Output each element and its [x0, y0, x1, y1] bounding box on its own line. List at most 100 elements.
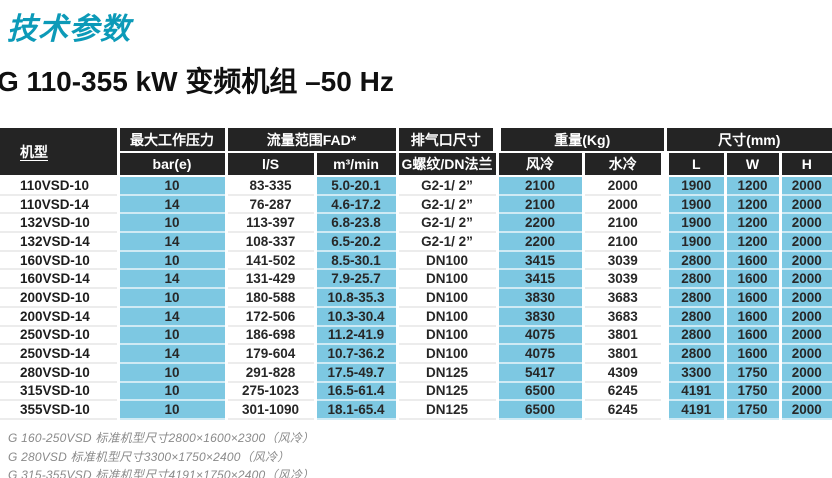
- table-row: 355VSD-10 10 301-1090 18.1-65.4 DN125 6500 624…: [0, 400, 832, 420]
- model-cell: 160VSD-14: [0, 269, 120, 290]
- subheader-ls: l/S: [226, 152, 317, 177]
- value-cell: 180-588: [226, 288, 317, 308]
- value-cell: 1600: [725, 269, 782, 290]
- value-cell: 3830: [497, 288, 585, 308]
- value-cell: DN100: [397, 288, 499, 308]
- value-cell: 1600: [725, 288, 782, 308]
- header-dimensions: 尺寸(mm): [665, 128, 832, 153]
- value-cell: 10: [118, 325, 228, 346]
- value-cell: 2000: [780, 325, 832, 346]
- value-cell: 1200: [725, 194, 782, 215]
- value-cell: 3300: [665, 362, 727, 383]
- value-cell: 131-429: [226, 269, 317, 290]
- value-cell: 2800: [665, 288, 727, 308]
- model-cell: 200VSD-10: [0, 288, 120, 308]
- value-cell: 2000: [780, 176, 832, 196]
- value-cell: 83-335: [226, 176, 317, 196]
- value-cell: 3683: [583, 306, 670, 327]
- value-cell: 2000: [780, 306, 832, 327]
- value-cell: 6245: [583, 400, 670, 420]
- table-row: 160VSD-14 14 131-429 7.9-25.7 DN100 3415 3039 2…: [0, 269, 832, 290]
- model-cell: 132VSD-10: [0, 213, 120, 234]
- model-cell: 315VSD-10: [0, 381, 120, 402]
- value-cell: G2-1/ 2”: [397, 176, 499, 196]
- value-cell: 179-604: [226, 344, 317, 364]
- value-cell: 1200: [725, 213, 782, 234]
- value-cell: 2800: [665, 250, 727, 271]
- footnotes: G 160-250VSD 标准机型尺寸2800×1600×2300（风冷） G …: [8, 429, 314, 478]
- subheader-h: H: [780, 152, 832, 177]
- value-cell: 2100: [583, 232, 670, 252]
- value-cell: DN100: [397, 344, 499, 364]
- value-cell: 3801: [583, 344, 670, 364]
- header-flow-range: 流量范围FAD*: [226, 128, 399, 153]
- value-cell: 1750: [725, 362, 782, 383]
- value-cell: 2100: [497, 176, 585, 196]
- subheader-thread-flange: G螺纹/DN法兰: [397, 152, 499, 177]
- value-cell: 6.5-20.2: [315, 232, 399, 252]
- value-cell: 6245: [583, 381, 670, 402]
- value-cell: 14: [118, 306, 228, 327]
- header-max-pressure: 最大工作压力: [118, 128, 228, 153]
- table-row: 132VSD-14 14 108-337 6.5-20.2 G2-1/ 2” 2200 21…: [0, 232, 832, 252]
- value-cell: 1600: [725, 250, 782, 271]
- value-cell: 10: [118, 250, 228, 271]
- value-cell: 1750: [725, 381, 782, 402]
- subheader-water-cooled: 水冷: [583, 152, 670, 177]
- value-cell: 76-287: [226, 194, 317, 215]
- value-cell: 2000: [780, 250, 832, 271]
- value-cell: 14: [118, 194, 228, 215]
- value-cell: 10.8-35.3: [315, 288, 399, 308]
- value-cell: 3801: [583, 325, 670, 346]
- value-cell: 4075: [497, 325, 585, 346]
- header-outlet-size: 排气口尺寸: [397, 128, 502, 153]
- value-cell: 1750: [725, 400, 782, 420]
- value-cell: 10: [118, 176, 228, 196]
- value-cell: 8.5-30.1: [315, 250, 399, 271]
- header-sub-row: bar(e) l/S m³/min G螺纹/DN法兰 风冷 水冷 L W H: [0, 152, 832, 177]
- value-cell: 1900: [665, 213, 727, 234]
- value-cell: 6500: [497, 381, 585, 402]
- value-cell: 3830: [497, 306, 585, 327]
- model-cell: 110VSD-14: [0, 194, 120, 215]
- model-cell: 250VSD-14: [0, 344, 120, 364]
- value-cell: 301-1090: [226, 400, 317, 420]
- model-cell: 200VSD-14: [0, 306, 120, 327]
- footnote-line: G 315-355VSD 标准机型尺寸4191×1750×2400（风冷）: [8, 468, 315, 478]
- value-cell: G2-1/ 2”: [397, 213, 499, 234]
- value-cell: 10: [118, 213, 228, 234]
- value-cell: DN100: [397, 325, 499, 346]
- value-cell: 2000: [780, 269, 832, 290]
- value-cell: 2000: [780, 344, 832, 364]
- subheader-m3min: m³/min: [315, 152, 399, 177]
- value-cell: 6.8-23.8: [315, 213, 399, 234]
- table-row: 250VSD-14 14 179-604 10.7-36.2 DN100 4075 3801…: [0, 344, 832, 364]
- value-cell: 2000: [583, 194, 670, 215]
- value-cell: 2800: [665, 325, 727, 346]
- value-cell: 1600: [725, 325, 782, 346]
- value-cell: 10: [118, 362, 228, 383]
- value-cell: 3039: [583, 269, 670, 290]
- table-row: 280VSD-10 10 291-828 17.5-49.7 DN125 5417 4309…: [0, 362, 832, 383]
- value-cell: 4075: [497, 344, 585, 364]
- model-cell: 110VSD-10: [0, 176, 120, 196]
- value-cell: 1900: [665, 194, 727, 215]
- value-cell: 2000: [780, 400, 832, 420]
- table-row: 200VSD-10 10 180-588 10.8-35.3 DN100 3830 3683…: [0, 288, 832, 308]
- value-cell: 2000: [780, 194, 832, 215]
- value-cell: DN125: [397, 400, 499, 420]
- value-cell: 4309: [583, 362, 670, 383]
- page-subtitle: G 110-355 kW 变频机组 –50 Hz: [0, 66, 394, 97]
- value-cell: 4191: [665, 400, 727, 420]
- model-cell: 355VSD-10: [0, 400, 120, 420]
- spec-table: 机型 最大工作压力 流量范围FAD* 排气口尺寸 重量(Kg) 尺寸(mm) b…: [0, 128, 832, 420]
- value-cell: DN100: [397, 269, 499, 290]
- header-group-row: 机型 最大工作压力 流量范围FAD* 排气口尺寸 重量(Kg) 尺寸(mm): [0, 128, 832, 177]
- value-cell: 10.7-36.2: [315, 344, 399, 364]
- model-cell: 160VSD-10: [0, 250, 120, 271]
- table-row: 160VSD-10 10 141-502 8.5-30.1 DN100 3415 3039 2…: [0, 250, 832, 271]
- value-cell: 2800: [665, 344, 727, 364]
- table-row: 250VSD-10 10 186-698 11.2-41.9 DN100 4075 3801…: [0, 325, 832, 346]
- footnote-line: G 160-250VSD 标准机型尺寸2800×1600×2300（风冷）: [8, 431, 315, 445]
- table-row: 110VSD-10 10 83-335 5.0-20.1 G2-1/ 2” 2100 200…: [0, 176, 832, 196]
